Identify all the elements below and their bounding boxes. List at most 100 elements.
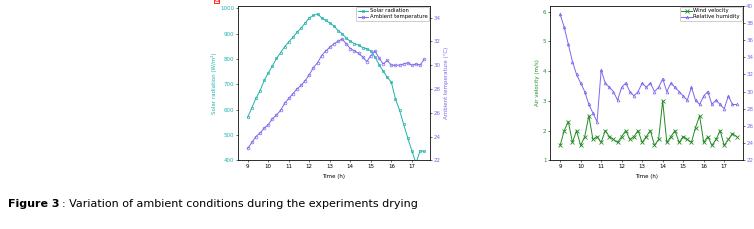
Relative humidity <box>646 82 655 84</box>
Ambient temperature <box>383 59 392 62</box>
Wind velocity <box>613 141 622 144</box>
Solar radiation <box>379 70 388 72</box>
Wind velocity <box>630 135 639 138</box>
Relative humidity <box>687 86 696 89</box>
Wind velocity <box>699 141 708 144</box>
Wind velocity <box>679 135 688 138</box>
Solar radiation <box>329 25 339 27</box>
Ambient temperature <box>395 64 404 67</box>
Relative humidity <box>609 90 618 93</box>
Relative humidity <box>654 86 663 89</box>
Ambient temperature <box>244 147 253 150</box>
Solar radiation <box>403 137 412 139</box>
Y-axis label: Ambient temperature (°C): Ambient temperature (°C) <box>443 47 449 119</box>
Wind velocity <box>596 141 605 144</box>
Wind velocity <box>559 129 569 132</box>
Solar radiation <box>412 162 421 165</box>
Relative humidity <box>695 103 704 106</box>
Solar radiation <box>288 36 297 39</box>
Relative humidity <box>716 103 725 106</box>
Wind velocity <box>662 141 671 144</box>
Relative humidity <box>559 26 569 29</box>
Solar radiation <box>366 49 375 52</box>
Relative humidity <box>712 99 721 102</box>
Relative humidity <box>605 86 614 89</box>
Relative humidity <box>572 73 581 76</box>
Relative humidity <box>584 103 593 106</box>
Solar radiation <box>415 149 425 152</box>
Wind velocity <box>617 135 626 138</box>
Relative humidity <box>556 13 565 16</box>
Relative humidity <box>593 120 602 123</box>
Solar radiation <box>358 46 367 49</box>
Wind velocity <box>675 141 684 144</box>
Solar radiation <box>293 31 302 34</box>
Relative humidity <box>650 90 659 93</box>
Solar radiation <box>362 47 371 50</box>
Ambient temperature <box>317 54 326 57</box>
Wind velocity <box>588 138 597 141</box>
Relative humidity <box>683 99 692 102</box>
Solar radiation <box>272 57 281 60</box>
Line: Wind velocity: Wind velocity <box>559 99 738 147</box>
Ambient temperature <box>288 92 297 95</box>
Solar radiation <box>346 40 355 43</box>
Relative humidity <box>675 90 684 93</box>
Wind velocity <box>556 144 565 147</box>
Line: Ambient temperature: Ambient temperature <box>247 38 425 150</box>
Ambient temperature <box>333 40 342 43</box>
Relative humidity <box>581 90 590 93</box>
Ambient temperature <box>293 87 302 90</box>
Relative humidity <box>728 103 737 106</box>
Relative humidity <box>617 86 626 89</box>
Solar radiation <box>244 116 253 119</box>
Solar radiation <box>342 37 351 40</box>
Relative humidity <box>720 107 729 110</box>
Ambient temperature <box>420 58 429 61</box>
Ambient temperature <box>366 54 375 57</box>
Relative humidity <box>679 95 688 97</box>
Y-axis label: Solar radiation (W/m²): Solar radiation (W/m²) <box>211 52 217 114</box>
Solar radiation <box>375 63 384 66</box>
Legend: Solar radiation, Ambient temperature: Solar radiation, Ambient temperature <box>356 7 429 21</box>
Solar radiation <box>333 29 342 32</box>
Ambient temperature <box>399 63 408 65</box>
Solar radiation <box>284 40 293 43</box>
Solar radiation <box>256 89 265 92</box>
Relative humidity <box>621 82 630 84</box>
Ambient temperature <box>387 64 396 67</box>
Ambient temperature <box>407 64 416 67</box>
Ambient temperature <box>403 61 412 64</box>
Wind velocity <box>625 138 634 141</box>
Ambient temperature <box>329 42 339 45</box>
X-axis label: Time (h): Time (h) <box>323 174 345 179</box>
Y-axis label: Air velocity (m/s): Air velocity (m/s) <box>535 60 540 106</box>
Wind velocity <box>658 99 667 102</box>
Solar radiation <box>420 150 429 153</box>
Ambient temperature <box>301 79 310 82</box>
Solar radiation <box>391 98 400 100</box>
Wind velocity <box>650 144 659 147</box>
Solar radiation <box>383 76 392 79</box>
Relative humidity <box>732 103 741 106</box>
Ambient temperature <box>325 46 334 49</box>
Wind velocity <box>621 129 630 132</box>
Ambient temperature <box>309 66 318 69</box>
Solar radiation <box>325 22 334 24</box>
Relative humidity <box>667 82 676 84</box>
Wind velocity <box>572 129 581 132</box>
Relative humidity <box>613 99 622 102</box>
Solar radiation <box>280 45 290 48</box>
Solar radiation <box>321 19 330 22</box>
Ambient temperature <box>280 102 290 105</box>
Relative humidity <box>703 90 713 93</box>
Wind velocity <box>609 138 618 141</box>
Wind velocity <box>720 144 729 147</box>
Ambient temperature <box>412 63 421 65</box>
Ambient temperature <box>313 61 322 64</box>
Wind velocity <box>581 135 590 138</box>
Solar radiation <box>247 106 256 109</box>
Solar radiation <box>395 109 404 112</box>
Ambient temperature <box>264 123 273 126</box>
Relative humidity <box>564 43 573 46</box>
